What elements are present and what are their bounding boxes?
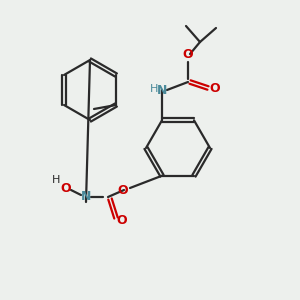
Text: O: O xyxy=(117,214,127,227)
Text: O: O xyxy=(183,49,193,62)
Text: O: O xyxy=(118,184,128,196)
Text: H: H xyxy=(52,175,60,185)
Text: O: O xyxy=(210,82,220,94)
Text: N: N xyxy=(157,83,167,97)
Text: H: H xyxy=(150,84,158,94)
Text: O: O xyxy=(61,182,71,194)
Text: N: N xyxy=(81,190,91,203)
